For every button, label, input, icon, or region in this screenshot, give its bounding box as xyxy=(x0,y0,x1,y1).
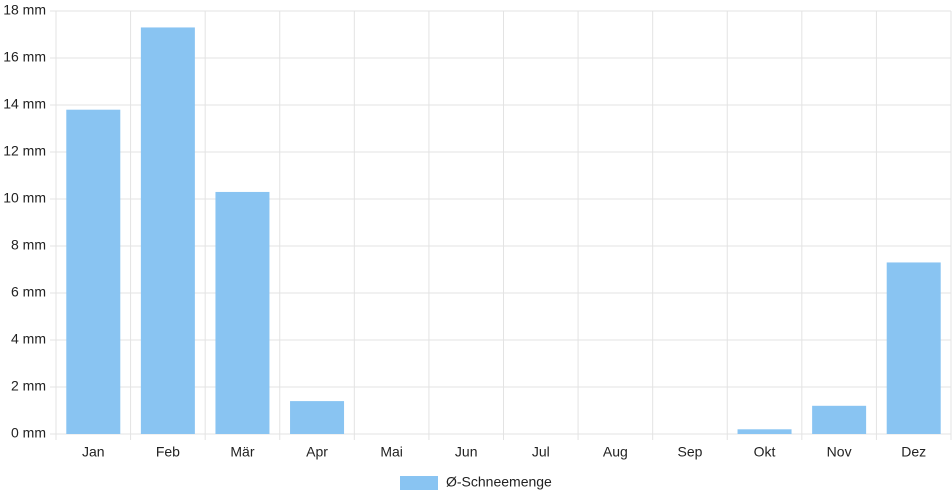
x-tick-label: Feb xyxy=(156,444,180,460)
x-tick-label: Dez xyxy=(901,444,926,460)
x-tick-label: Jan xyxy=(82,444,105,460)
x-tick-label: Jul xyxy=(532,444,550,460)
legend-swatch xyxy=(400,476,438,490)
bar xyxy=(66,109,121,434)
y-tick-label: 14 mm xyxy=(3,96,46,112)
y-tick-label: 16 mm xyxy=(3,49,46,65)
bar xyxy=(140,27,195,434)
y-tick-label: 18 mm xyxy=(3,2,46,18)
bar xyxy=(812,405,867,434)
bar xyxy=(737,429,792,434)
bar xyxy=(215,191,270,434)
y-tick-label: 4 mm xyxy=(11,331,46,347)
y-tick-label: 10 mm xyxy=(3,190,46,206)
x-tick-label: Sep xyxy=(677,444,702,460)
bar xyxy=(886,262,941,434)
x-tick-label: Mai xyxy=(380,444,403,460)
y-tick-label: 2 mm xyxy=(11,378,46,394)
y-tick-label: 8 mm xyxy=(11,237,46,253)
x-tick-label: Okt xyxy=(754,444,776,460)
x-tick-label: Jun xyxy=(455,444,478,460)
x-tick-label: Aug xyxy=(603,444,628,460)
y-tick-label: 0 mm xyxy=(11,425,46,441)
bar xyxy=(290,401,345,434)
y-tick-label: 6 mm xyxy=(11,284,46,300)
x-tick-label: Apr xyxy=(306,444,328,460)
x-tick-label: Mär xyxy=(230,444,254,460)
legend-label: Ø-Schneemenge xyxy=(446,474,552,490)
y-tick-label: 12 mm xyxy=(3,143,46,159)
x-tick-label: Nov xyxy=(827,444,852,460)
